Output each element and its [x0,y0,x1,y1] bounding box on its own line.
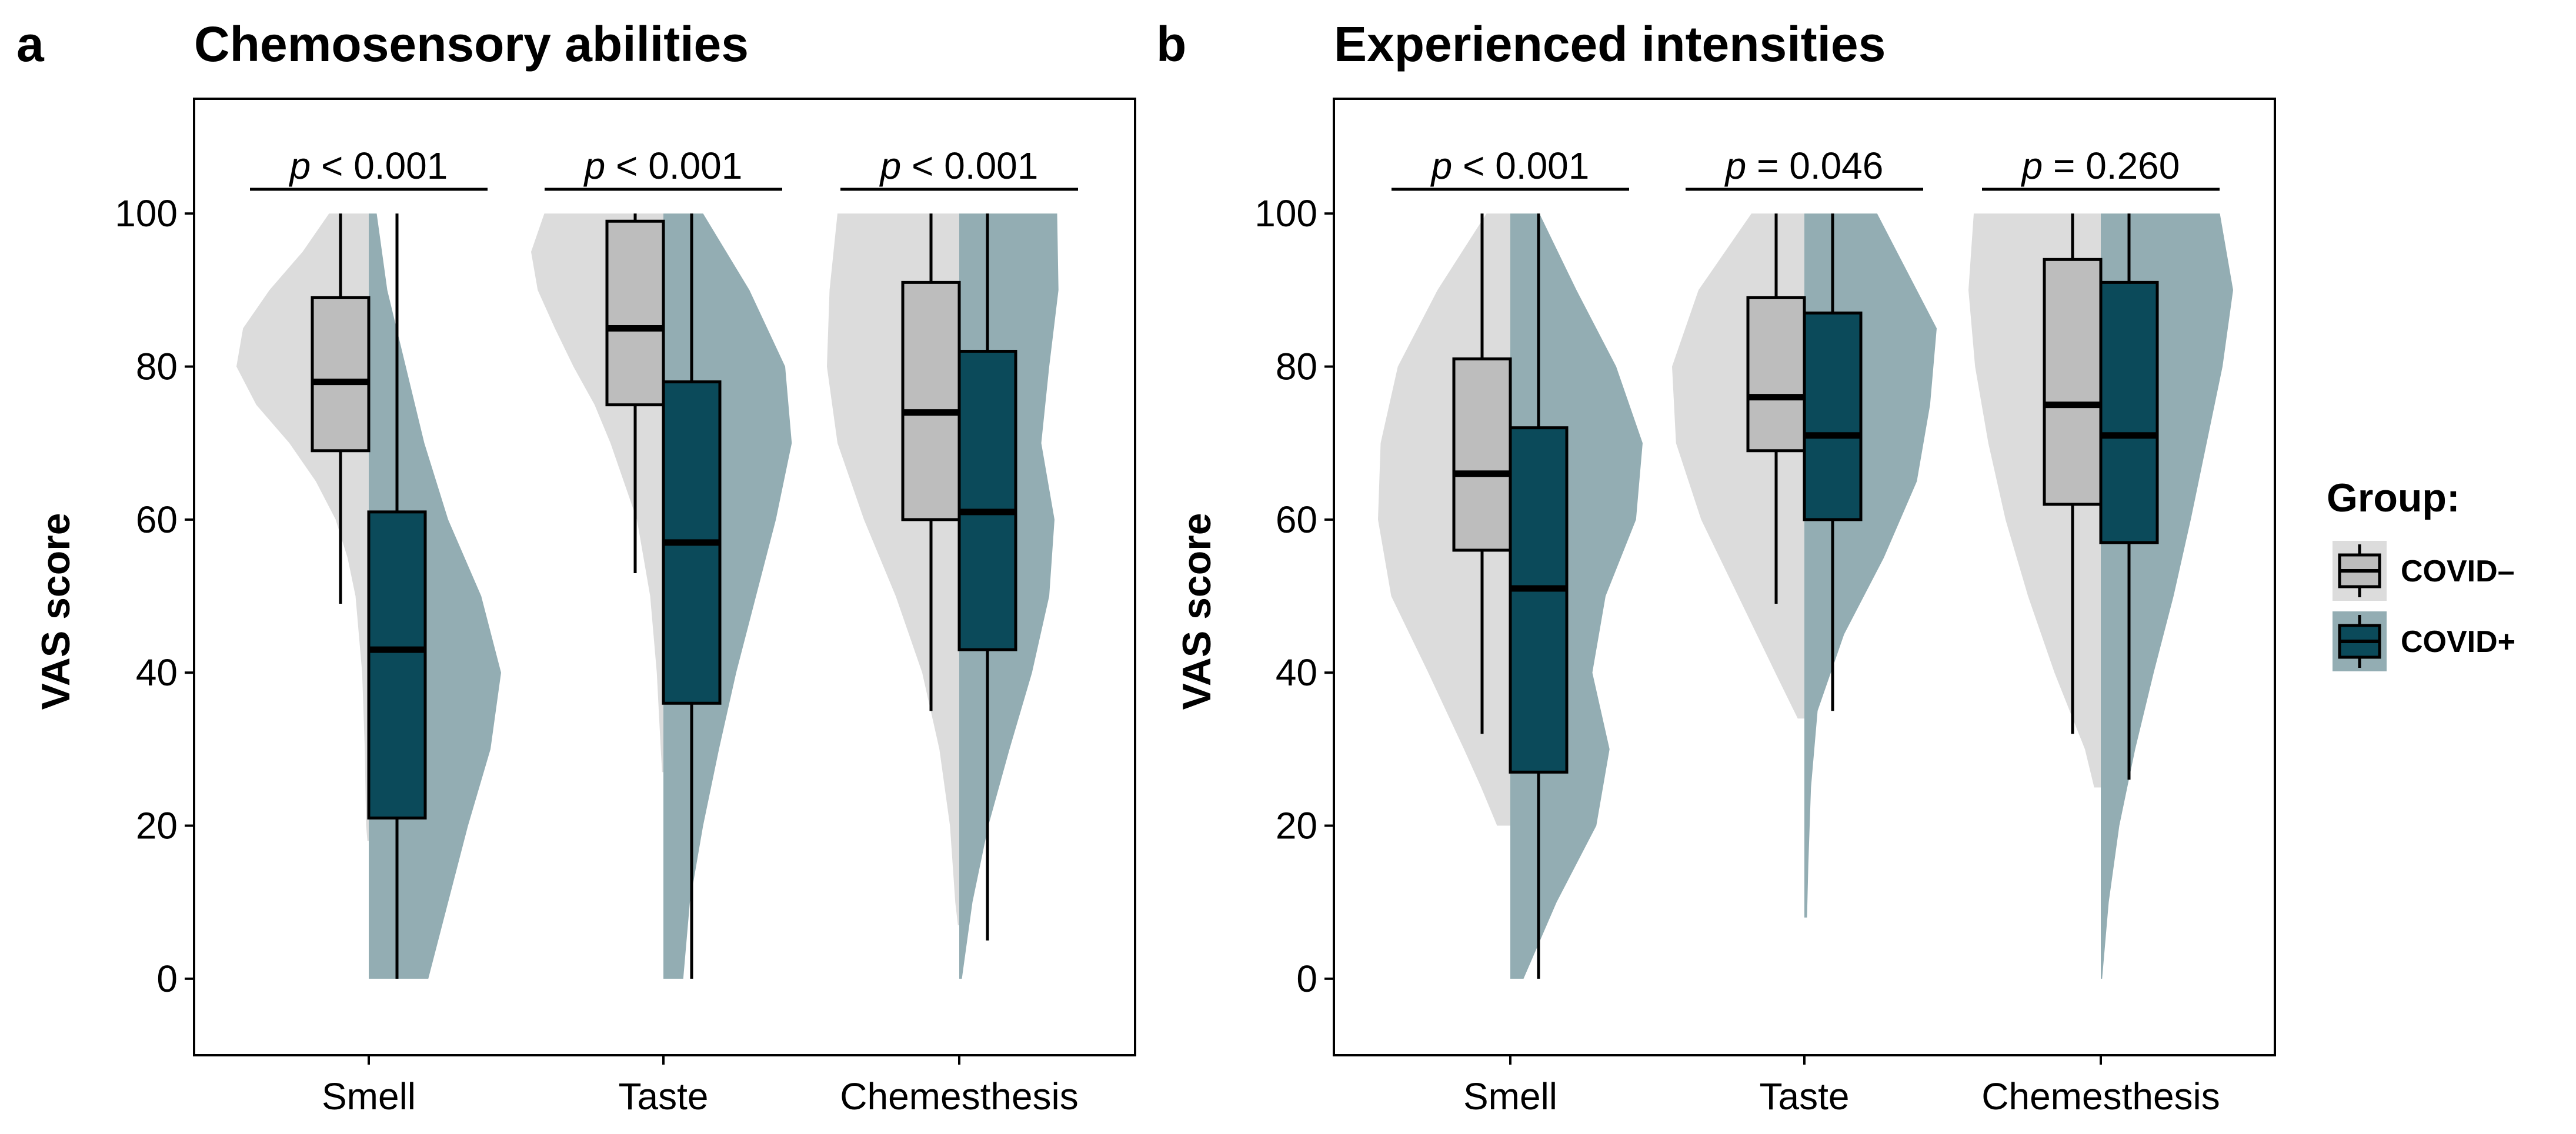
panel-a-title: Chemosensory abilities [194,16,749,72]
legend: Group: COVID– COVID+ [2327,476,2515,671]
panel-a-ylabel: VAS score [34,513,78,710]
y-tick-label-80: 80 [1276,346,1317,388]
y-tick-label-100: 100 [1254,192,1317,235]
panel-letter-a: a [16,16,45,72]
y-tick-label-20: 20 [136,805,178,847]
y-tick-label-0: 0 [156,958,178,1000]
y-tick-label-20: 20 [1276,805,1317,847]
panel-b: b Experienced intensities VAS score 0 20 4… [1156,16,2276,1118]
box-chemesthesis-g1 [2099,280,2159,544]
box-taste-g0 [605,219,665,407]
box-chemesthesis-g1 [957,350,1017,651]
p-value-smell: p < 0.001 [1430,145,1590,187]
legend-title: Group: [2327,476,2460,520]
p-value-taste: p = 0.046 [1724,145,1884,187]
box-taste-g1 [1803,311,1863,521]
y-tick-label-40: 40 [1276,651,1317,694]
y-tick-label-80: 80 [136,346,178,388]
p-value-smell: p < 0.001 [289,145,448,187]
box-smell-g1 [367,510,427,820]
box-chemesthesis-g0 [901,280,961,521]
y-tick-label-0: 0 [1296,958,1317,1000]
x-tick-label-chemesthesis: Chemesthesis [840,1075,1079,1118]
y-tick-label-60: 60 [1276,499,1317,541]
panel-a-plot: 0 20 40 60 80 100 Smell p < 0.001 Taste p < 0.001… [115,98,1136,1118]
x-tick-label-smell: Smell [322,1075,416,1118]
box-smell-g0 [311,296,371,453]
y-tick-label-60: 60 [136,499,178,541]
box-chemesthesis-g0 [2043,257,2103,506]
violin-taste-g0 [1672,213,1804,719]
y-tick-label-100: 100 [115,192,178,235]
x-tick-label-taste: Taste [1760,1075,1850,1118]
y-tick-label-40: 40 [136,651,178,694]
p-value-taste: p < 0.001 [583,145,743,187]
x-tick-label-chemesthesis: Chemesthesis [1981,1075,2220,1118]
x-tick-label-taste: Taste [619,1075,709,1118]
x-tick-label-smell: Smell [1463,1075,1557,1118]
box-smell-g0 [1452,357,1512,552]
legend-label-1: COVID+ [2401,625,2515,659]
violin-smell-g1 [1510,213,1643,979]
p-value-chemesthesis: p < 0.001 [879,145,1039,187]
box-smell-g1 [1509,426,1569,774]
panel-a: a Chemosensory abilities VAS score 0 20 40… [16,16,1136,1118]
panel-b-title: Experienced intensities [1334,16,1886,72]
panel-b-plot: 0 20 40 60 80 100 Smell p < 0.001 Taste p = 0.046… [1254,98,2276,1118]
panel-letter-b: b [1156,16,1186,72]
panel-b-ylabel: VAS score [1174,513,1219,710]
legend-label-0: COVID– [2401,554,2515,588]
p-value-chemesthesis: p = 0.260 [2021,145,2180,187]
legend-items: COVID– COVID+ [2333,541,2515,671]
box-taste-g0 [1746,296,1806,453]
